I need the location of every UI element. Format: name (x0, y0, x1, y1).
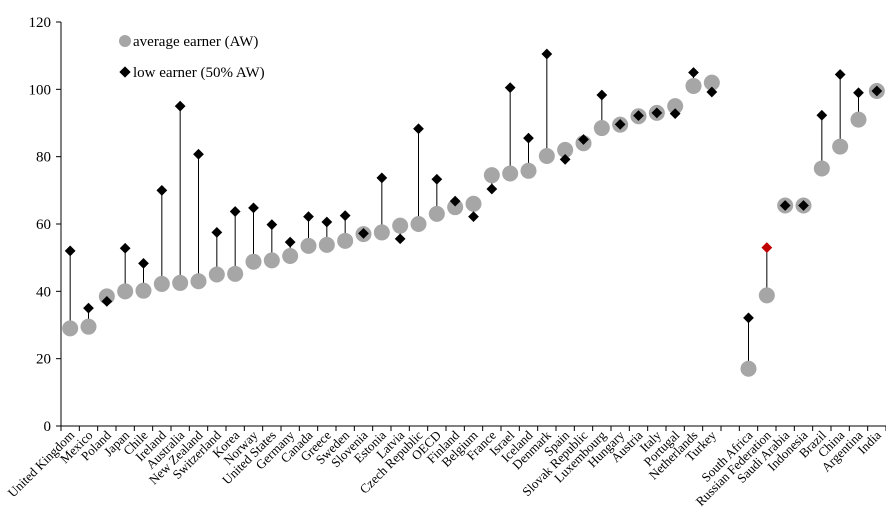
avg-point-brazil (813, 160, 830, 177)
low-point-germany (284, 236, 296, 248)
x-axis (60, 425, 886, 431)
avg-point-australia (172, 274, 189, 291)
low-point-canada (303, 211, 314, 222)
connector-lines (69, 53, 859, 369)
avg-point-norway (245, 253, 262, 270)
low-point-netherlands (688, 67, 699, 78)
low-point-portugal (669, 108, 681, 119)
avg-point-japan (117, 283, 134, 300)
low-point-latvia (394, 233, 406, 245)
avg-point-iceland (520, 162, 537, 179)
y-tick-label: 60 (36, 217, 51, 233)
legend-average-earner-marker (119, 35, 131, 47)
low-point-slovak-republic (578, 134, 589, 145)
avg-point-oecd (428, 205, 445, 222)
low-point-australia (174, 100, 186, 112)
low-point-united-kingdom (64, 245, 76, 257)
low-point-luxembourg (596, 89, 608, 101)
avg-point-israel (502, 165, 519, 182)
avg-point-belgium (465, 195, 482, 212)
low-point-korea (229, 206, 241, 217)
avg-point-sweden (337, 232, 354, 249)
avg-point-czech-republic (410, 216, 427, 232)
low-point-norway (248, 202, 259, 214)
legend: average earner (AW) low earner (50% AW) (119, 34, 265, 81)
y-axis: 0 20 40 60 80 100 120 (29, 15, 62, 435)
avg-point-switzerland (208, 266, 225, 283)
low-point-russian-federation (761, 242, 773, 253)
low-point-finland (449, 195, 461, 207)
y-tick-label: 100 (29, 82, 52, 98)
avg-point-estonia (373, 224, 390, 241)
avg-point-russian-federation (758, 287, 775, 304)
low-point-ireland (156, 184, 168, 196)
y-tick-label: 120 (29, 15, 52, 31)
avg-point-united-states (263, 252, 280, 269)
avg-point-canada (300, 237, 317, 254)
legend-average-earner-label: average earner (AW) (133, 34, 258, 50)
avg-point-united-kingdom (62, 320, 79, 337)
low-point-switzerland (211, 227, 223, 238)
avg-point-spain (557, 141, 574, 158)
avg-point-denmark (538, 147, 555, 164)
low-point-new-zealand (193, 148, 204, 160)
low-point-france (486, 183, 498, 195)
y-tick-label: 80 (36, 150, 51, 166)
avg-point-south-africa (740, 360, 757, 377)
low-point-brazil (816, 109, 828, 121)
low-point-estonia (376, 172, 388, 184)
low-point-chile (138, 258, 149, 269)
avg-point-ireland (153, 275, 170, 292)
low-point-czech-republic (413, 123, 424, 135)
low-point-south-africa (743, 312, 754, 324)
low-point-mexico (83, 302, 94, 314)
low-point-saudi-arabia (779, 200, 791, 211)
low-point-argentina (853, 87, 864, 99)
low-point-denmark (541, 48, 553, 60)
y-tick-label: 20 (36, 352, 51, 368)
avg-point-mexico (80, 318, 97, 335)
series-average-earner (62, 74, 885, 377)
avg-point-luxembourg (593, 120, 610, 137)
category-labels: United KingdomMexicoPolandJapanChileIrel… (5, 427, 884, 509)
low-point-israel (504, 82, 516, 94)
low-point-united-states (266, 219, 278, 231)
avg-point-portugal (667, 98, 684, 115)
low-point-spain (559, 153, 571, 165)
low-point-slovenia (358, 228, 369, 239)
avg-point-korea (227, 265, 244, 282)
avg-point-argentina (850, 111, 867, 128)
avg-point-chile (135, 282, 152, 299)
legend-low-earner-marker (119, 66, 131, 78)
low-point-sweden (339, 210, 351, 221)
avg-point-finland (447, 199, 464, 216)
avg-point-china (832, 138, 849, 155)
low-point-china (834, 69, 846, 80)
low-point-belgium (468, 211, 479, 222)
avg-point-latvia (392, 217, 409, 234)
avg-point-turkey (703, 74, 720, 91)
avg-point-germany (282, 247, 299, 264)
y-tick-label: 0 (44, 419, 52, 435)
low-point-oecd (431, 173, 443, 185)
legend-low-earner-label: low earner (50% AW) (133, 65, 265, 81)
low-point-japan (119, 242, 131, 254)
avg-point-france (483, 167, 500, 184)
avg-point-netherlands (685, 77, 702, 94)
avg-point-new-zealand (190, 273, 207, 290)
low-point-indonesia (798, 200, 809, 211)
low-point-iceland (523, 132, 534, 144)
avg-point-greece (318, 236, 335, 253)
y-tick-label: 40 (36, 284, 51, 300)
low-point-greece (321, 216, 333, 228)
